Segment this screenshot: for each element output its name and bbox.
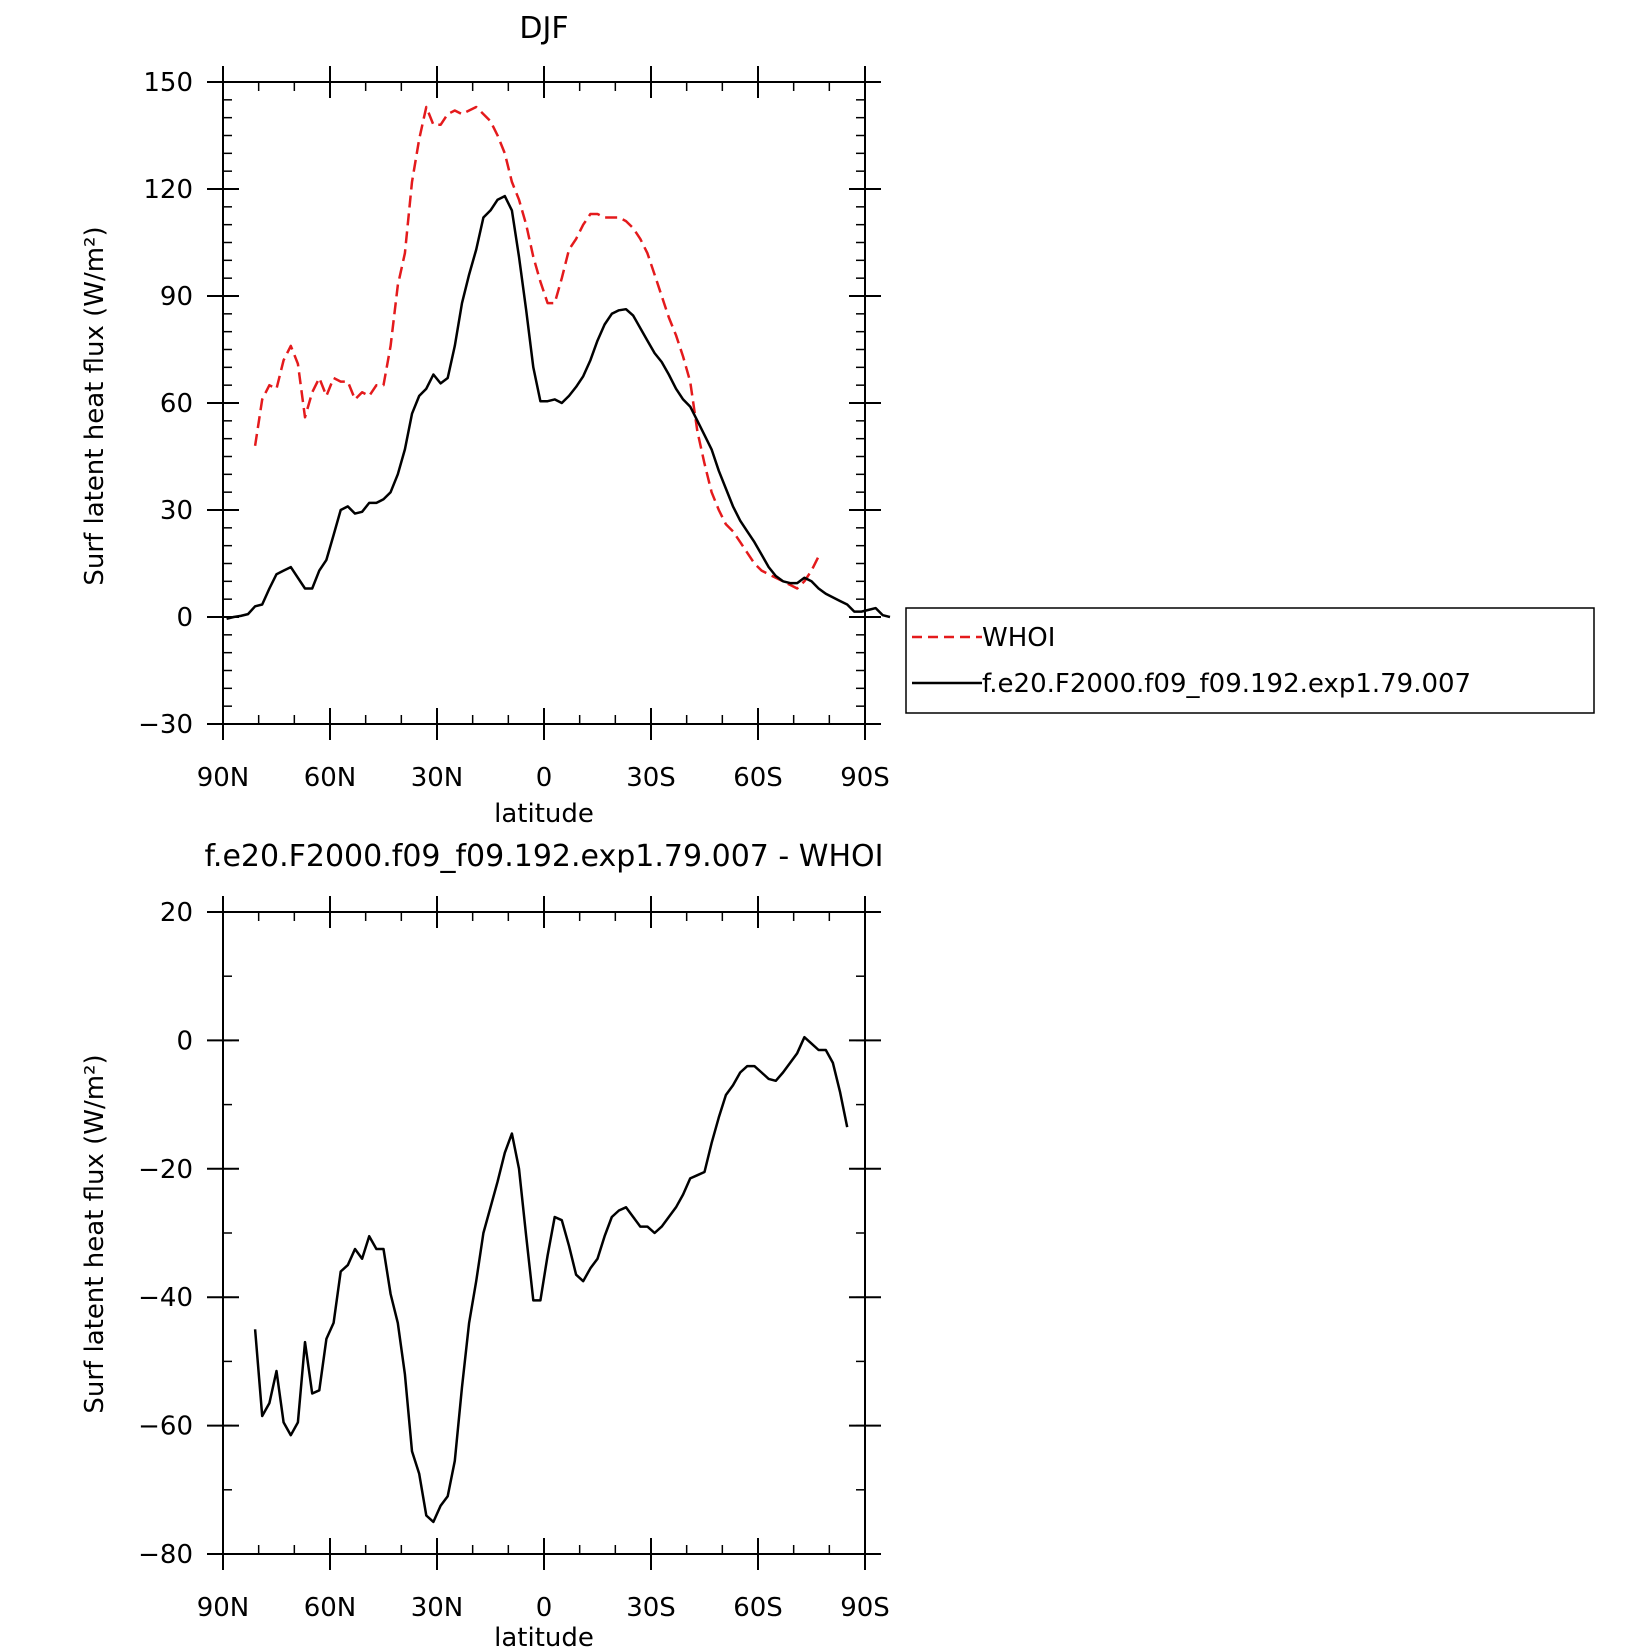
top-panel: DJF Surf latent heat flux (W/m²) latitud…: [80, 11, 1595, 829]
bottom-y-tick-label: 0: [176, 1026, 193, 1056]
top-y-tick-label: 60: [160, 389, 193, 419]
bottom-series-layer: [253, 1035, 849, 1524]
bottom-y-tick-label: 20: [160, 898, 193, 928]
top-y-tick-label: 150: [143, 68, 193, 98]
legend: WHOI f.e20.F2000.f09_f09.192.exp1.79.007: [905, 607, 1595, 714]
top-x-tick-label: 90N: [197, 763, 250, 793]
bottom-y-tick-label: −20: [138, 1155, 193, 1185]
top-series-whoi-line: [253, 105, 820, 590]
legend-entry-whoi: WHOI: [982, 623, 1055, 653]
bottom-x-tick-label: 60N: [304, 1593, 357, 1623]
bottom-x-tick-label: 60S: [733, 1593, 783, 1623]
top-y-tick-label: 120: [143, 175, 193, 205]
bottom-difference-line: [253, 1035, 849, 1524]
top-chart-title: DJF: [519, 11, 568, 46]
top-axis-ticks: −30 0 30 60 90 120 150 90N 60N 30N 0 30S 60S 90S: [138, 66, 890, 793]
top-series-layer: [226, 105, 891, 621]
top-x-tick-label: 30N: [411, 763, 464, 793]
top-series-model-line: [226, 194, 891, 621]
bottom-x-tick-label: 30N: [411, 1593, 464, 1623]
top-x-tick-label: 30S: [626, 763, 676, 793]
top-plot-frame: [222, 81, 866, 725]
legend-entry-model: f.e20.F2000.f09_f09.192.exp1.79.007: [982, 669, 1471, 699]
top-y-tick-label: −30: [138, 710, 193, 740]
top-x-tick-label: 90S: [840, 763, 890, 793]
top-x-tick-label: 0: [536, 763, 553, 793]
bottom-x-axis-label: latitude: [494, 1623, 594, 1652]
bottom-x-tick-label: 90S: [840, 1593, 890, 1623]
top-x-tick-label: 60S: [733, 763, 783, 793]
top-y-axis-label: Surf latent heat flux (W/m²): [80, 226, 110, 585]
bottom-plot-frame: [222, 911, 866, 1555]
top-x-tick-label: 60N: [304, 763, 357, 793]
bottom-y-tick-label: −80: [138, 1540, 193, 1570]
legend-box: [905, 607, 1595, 714]
top-y-tick-label: 30: [160, 496, 193, 526]
bottom-panel: f.e20.F2000.f09_f09.192.exp1.79.007 - WH…: [80, 839, 890, 1652]
bottom-y-tick-label: −40: [138, 1283, 193, 1313]
bottom-chart-title: f.e20.F2000.f09_f09.192.exp1.79.007 - WH…: [205, 839, 884, 874]
bottom-x-tick-label: 30S: [626, 1593, 676, 1623]
bottom-axis-ticks: −80 −60 −40 −20 0 20 90N 60N 30N 0 30S 60S 90S: [138, 896, 890, 1623]
bottom-x-tick-label: 0: [536, 1593, 553, 1623]
bottom-x-tick-label: 90N: [197, 1593, 250, 1623]
top-y-tick-label: 0: [176, 603, 193, 633]
bottom-y-tick-label: −60: [138, 1412, 193, 1442]
bottom-y-axis-label: Surf latent heat flux (W/m²): [80, 1054, 110, 1413]
top-x-axis-label: latitude: [494, 799, 594, 829]
top-y-tick-label: 90: [160, 282, 193, 312]
